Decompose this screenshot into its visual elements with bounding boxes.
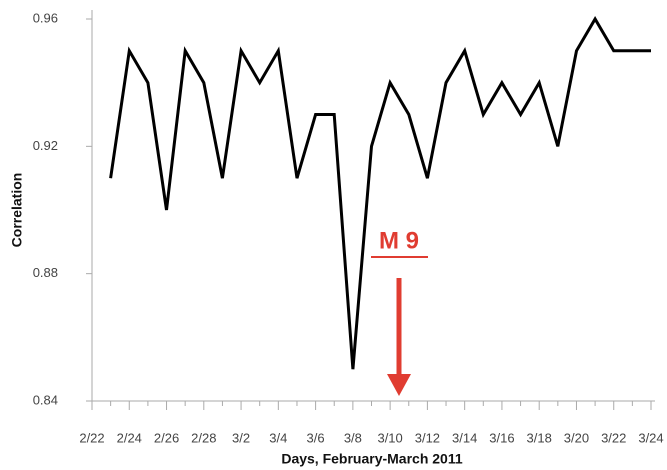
y-axis-title: Correlation <box>9 173 25 248</box>
x-tick-label: 3/2 <box>232 430 250 445</box>
x-tick-label: 3/8 <box>344 430 362 445</box>
x-tick-label: 3/4 <box>269 430 287 445</box>
x-tick-label: 3/24 <box>638 430 663 445</box>
x-tick-label: 3/6 <box>307 430 325 445</box>
x-tick-label: 3/22 <box>601 430 626 445</box>
x-tick-label: 2/24 <box>117 430 142 445</box>
y-tick-label: 0.88 <box>33 265 58 280</box>
annotation-arrowhead <box>387 374 411 396</box>
annotation: M 9 <box>371 227 428 396</box>
x-axis-title: Days, February-March 2011 <box>281 451 463 467</box>
x-tick-label: 3/12 <box>415 430 440 445</box>
x-tick-label: 2/26 <box>154 430 179 445</box>
x-tick-label: 3/10 <box>377 430 402 445</box>
y-tick-label: 0.92 <box>33 138 58 153</box>
x-tick-label: 3/20 <box>564 430 589 445</box>
x-tick-label: 3/16 <box>489 430 514 445</box>
x-tick-label: 2/28 <box>191 430 216 445</box>
y-tick-label: 0.84 <box>33 392 58 407</box>
x-tick-label: 3/14 <box>452 430 477 445</box>
data-line <box>109 16 651 370</box>
x-tick-label: 2/22 <box>79 430 104 445</box>
y-tick-label: 0.96 <box>33 10 58 25</box>
x-tick-label: 3/18 <box>527 430 552 445</box>
annotation-label: M 9 <box>379 227 419 254</box>
